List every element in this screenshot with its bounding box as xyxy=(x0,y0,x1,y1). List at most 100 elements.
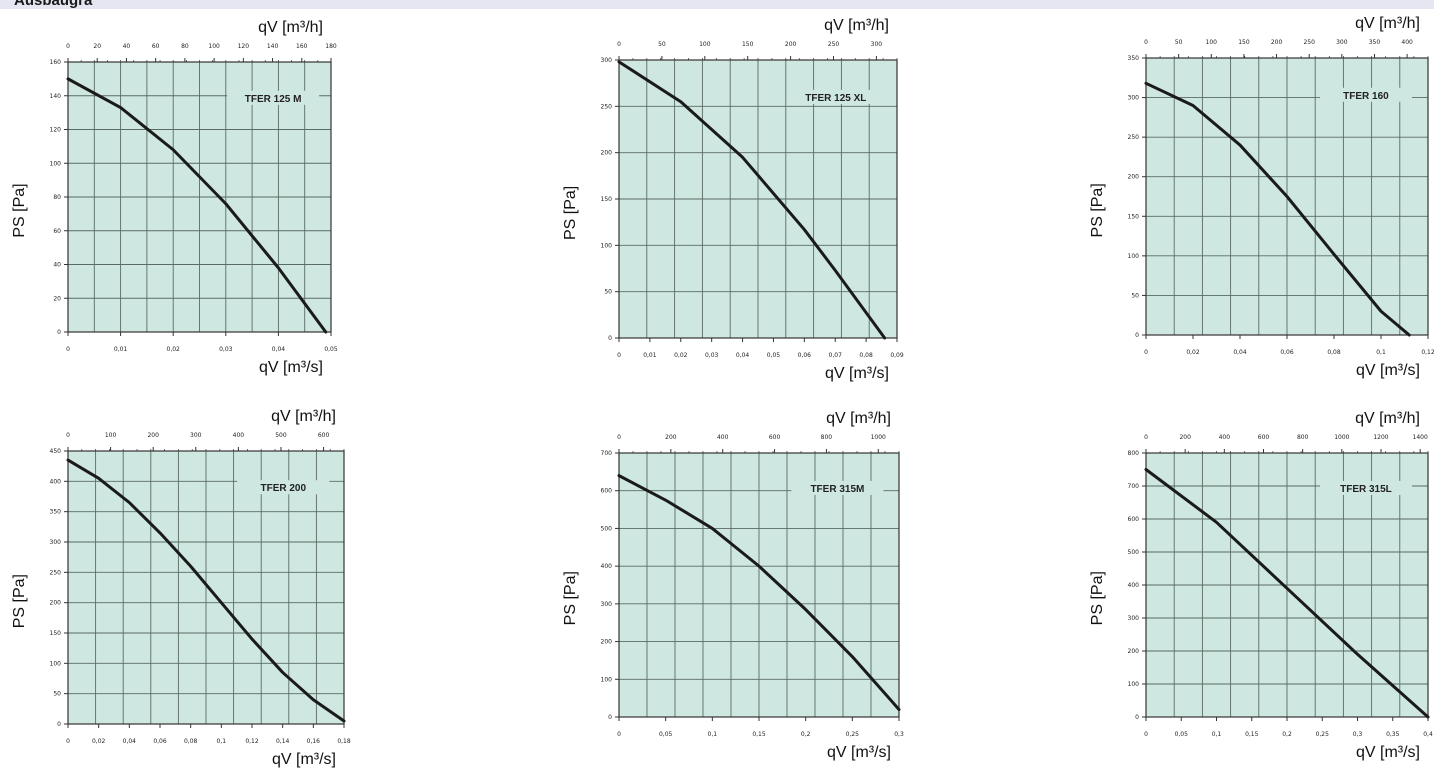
x2-tick-label: 60 xyxy=(152,43,160,50)
x2-tick-label: 0 xyxy=(1144,434,1148,441)
x-axis-label: qV [m³/s] xyxy=(272,751,336,768)
x2-tick-label: 200 xyxy=(1271,39,1283,46)
page-title: Ausbaugra xyxy=(14,0,93,9)
model-label: TFER 125 M xyxy=(245,94,302,105)
y-axis-label: PS [Pa] xyxy=(1089,183,1106,237)
x-axis-label: qV [m³/s] xyxy=(825,365,889,382)
model-label-bg xyxy=(1319,480,1412,495)
x2-tick-label: 40 xyxy=(123,43,131,50)
x2-tick-label: 180 xyxy=(325,43,337,50)
x-tick-label: 0,09 xyxy=(890,352,904,359)
y-tick-label: 120 xyxy=(50,127,62,134)
model-label: TFER 315L xyxy=(1340,484,1392,495)
model-label-bg xyxy=(791,480,884,495)
y-tick-label: 600 xyxy=(1128,516,1140,523)
y-tick-label: 0 xyxy=(1135,714,1139,721)
x2-tick-label: 400 xyxy=(233,432,245,439)
x-tick-label: 0,06 xyxy=(798,352,812,359)
performance-curve xyxy=(617,60,887,340)
model-label-bg xyxy=(227,90,320,105)
y-tick-label: 400 xyxy=(601,563,613,570)
x2-tick-label: 400 xyxy=(717,434,729,441)
x2-tick-label: 100 xyxy=(105,432,117,439)
x2-tick-label: 800 xyxy=(821,434,833,441)
x-tick-label: 0,1 xyxy=(708,731,718,738)
x2-tick-label: 0 xyxy=(66,43,70,50)
x2-axis-label: qV [m³/h] xyxy=(824,17,889,34)
x-tick-label: 0,08 xyxy=(859,352,873,359)
y-tick-label: 200 xyxy=(50,600,62,607)
x2-tick-label: 800 xyxy=(1297,434,1309,441)
x2-tick-label: 1200 xyxy=(1373,434,1388,441)
y-tick-label: 100 xyxy=(50,160,62,167)
x2-tick-label: 1000 xyxy=(871,434,886,441)
x-tick-label: 0,35 xyxy=(1386,731,1400,738)
x2-tick-label: 300 xyxy=(190,432,202,439)
x2-tick-label: 1000 xyxy=(1334,434,1349,441)
y-tick-label: 100 xyxy=(1128,253,1140,260)
x2-tick-label: 600 xyxy=(769,434,781,441)
model-label: TFER 160 xyxy=(1343,91,1389,102)
y-tick-label: 300 xyxy=(1128,615,1140,622)
x-tick-label: 0,1 xyxy=(1212,731,1222,738)
model-label: TFER 200 xyxy=(260,483,306,494)
y-tick-label: 0 xyxy=(57,721,61,728)
x-tick-label: 0 xyxy=(617,731,621,738)
x-tick-label: 0,15 xyxy=(1245,731,1259,738)
x-tick-label: 0,06 xyxy=(153,738,167,745)
x-tick-label: 0 xyxy=(1144,349,1148,356)
x2-axis-label: qV [m³/h] xyxy=(271,408,336,425)
y-tick-label: 800 xyxy=(1128,450,1140,457)
y-axis-label: PS [Pa] xyxy=(1089,571,1106,625)
x-tick-label: 0,01 xyxy=(114,346,128,353)
x2-tick-label: 300 xyxy=(1336,39,1348,46)
x-tick-label: 0,15 xyxy=(752,731,766,738)
x2-tick-label: 250 xyxy=(1303,39,1315,46)
y-tick-label: 600 xyxy=(601,488,613,495)
x-tick-label: 0,05 xyxy=(659,731,673,738)
performance-curve xyxy=(66,77,328,334)
y-tick-label: 20 xyxy=(53,295,61,302)
y-tick-label: 0 xyxy=(57,329,61,336)
y-tick-label: 400 xyxy=(1128,582,1140,589)
y-tick-label: 150 xyxy=(1128,213,1140,220)
x-tick-label: 0,3 xyxy=(894,731,904,738)
x2-tick-label: 400 xyxy=(1219,434,1231,441)
y-tick-label: 300 xyxy=(50,539,62,546)
y-tick-label: 60 xyxy=(53,228,61,235)
y-tick-label: 100 xyxy=(50,660,62,667)
x-tick-label: 0,1 xyxy=(217,738,227,745)
x2-axis-label: qV [m³/h] xyxy=(826,410,891,427)
y-tick-label: 40 xyxy=(53,262,61,269)
y-tick-label: 500 xyxy=(1128,549,1140,556)
x2-tick-label: 200 xyxy=(147,432,159,439)
y-tick-label: 300 xyxy=(601,601,613,608)
y-axis-label: PS [Pa] xyxy=(11,574,28,628)
x2-tick-label: 350 xyxy=(1369,39,1381,46)
x-tick-label: 0,04 xyxy=(736,352,750,359)
x2-tick-label: 300 xyxy=(871,41,883,48)
model-label-bg xyxy=(789,89,882,104)
x-tick-label: 0,08 xyxy=(184,738,198,745)
y-tick-label: 200 xyxy=(1128,174,1140,181)
header-strip: Ausbaugra xyxy=(0,0,1434,9)
x-tick-label: 0,01 xyxy=(643,352,657,359)
y-tick-label: 350 xyxy=(50,509,62,516)
x2-tick-label: 100 xyxy=(208,43,220,50)
x2-tick-label: 0 xyxy=(617,434,621,441)
model-label: TFER 125 XL xyxy=(805,93,866,104)
y-tick-label: 50 xyxy=(53,691,61,698)
x-tick-label: 0,25 xyxy=(846,731,860,738)
x-tick-label: 0 xyxy=(1144,731,1148,738)
y-tick-label: 250 xyxy=(1128,134,1140,141)
y-tick-label: 450 xyxy=(50,448,62,455)
y-tick-label: 100 xyxy=(1128,681,1140,688)
y-tick-label: 0 xyxy=(608,714,612,721)
y-tick-label: 150 xyxy=(50,630,62,637)
x-tick-label: 0,4 xyxy=(1423,731,1433,738)
x-tick-label: 0,2 xyxy=(801,731,811,738)
x-tick-label: 0,25 xyxy=(1316,731,1330,738)
